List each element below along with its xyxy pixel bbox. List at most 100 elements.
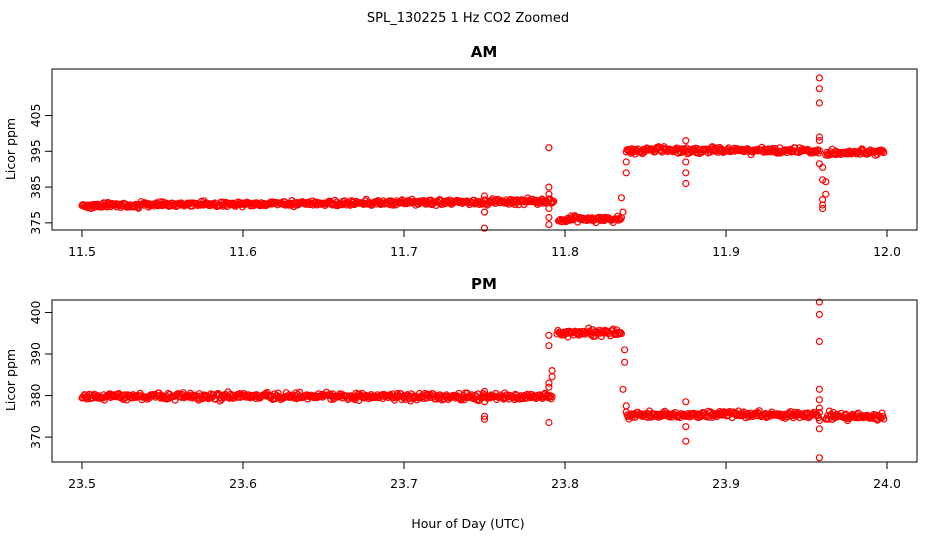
pm-data-point (480, 412, 489, 420)
am-data-point (480, 208, 489, 216)
pm-x-tick-label: 23.9 (712, 476, 740, 491)
am-data-point (682, 137, 690, 145)
am-y-tick-label: 405 (28, 104, 43, 128)
pm-data-point (880, 415, 888, 423)
am-data-point (815, 137, 824, 145)
pm-data-point (682, 398, 690, 406)
pm-data-point (815, 310, 824, 319)
am-data-point (617, 194, 626, 202)
pm-data-point (773, 410, 781, 418)
pm-data-point (815, 396, 824, 404)
am-data-point (622, 169, 630, 177)
am-x-tick-label: 11.5 (68, 244, 96, 259)
am-data-point (880, 149, 888, 157)
pm-panel: PM Licor ppm 23.5 23.6 23.7 23.8 23.9 24.0 370… (3, 275, 918, 491)
am-data-point (818, 196, 827, 204)
am-data-point (545, 221, 553, 229)
pm-data-point (234, 393, 242, 401)
am-y-tick-label: 395 (28, 139, 43, 163)
pm-data-point (545, 383, 553, 391)
am-data-point (545, 196, 553, 204)
am-x-tick-label: 11.9 (712, 244, 740, 259)
am-data-point (818, 163, 827, 171)
am-x-tick-label: 11.6 (229, 244, 257, 259)
pm-data-point (480, 398, 489, 406)
pm-data-point (815, 385, 824, 393)
pm-data-point (682, 412, 690, 420)
am-panel: AM Licor ppm 11.5 11.6 11.7 11.8 11.9 12.0 375… (3, 43, 918, 259)
pm-data-point (682, 423, 690, 431)
am-y-tick-label: 385 (28, 175, 43, 199)
pm-data-point (545, 331, 553, 339)
pm-x-tick-label: 23.7 (390, 476, 418, 491)
pm-data-point (815, 408, 824, 417)
pm-data-point (548, 373, 556, 381)
am-data-point (545, 144, 553, 152)
pm-data-point (545, 393, 554, 401)
pm-y-tick-label: 370 (28, 425, 43, 449)
am-data-point (682, 179, 690, 188)
am-data-point (818, 201, 827, 209)
am-panel-title: AM (471, 43, 498, 61)
pm-data-point (480, 387, 489, 395)
pm-data-point (849, 412, 857, 420)
pm-data-point (815, 298, 824, 306)
am-data-point (619, 208, 627, 216)
pm-data-point (617, 330, 626, 338)
pm-x-tick-label: 23.8 (551, 476, 579, 491)
pm-data-point (545, 379, 553, 387)
am-data-point (622, 158, 630, 166)
pm-data-point (545, 418, 553, 427)
pm-x-tick-label: 23.6 (229, 476, 257, 491)
am-data-point (815, 146, 824, 155)
pm-data-point (616, 329, 625, 337)
pm-y-tick-label: 400 (28, 300, 43, 324)
pm-data-points (78, 298, 888, 462)
pm-data-point (548, 393, 556, 401)
am-data-point (682, 158, 690, 166)
am-data-point (822, 190, 830, 198)
pm-x-tick-label: 24.0 (873, 476, 901, 491)
pm-data-point (815, 404, 824, 412)
am-data-points (78, 74, 888, 232)
am-data-point (822, 178, 830, 186)
pm-data-point (545, 342, 553, 350)
pm-x-tick-label: 23.5 (68, 476, 96, 491)
pm-data-point (620, 346, 629, 354)
x-axis-label: Hour of Day (UTC) (411, 516, 524, 531)
am-plot-frame (51, 68, 918, 231)
pm-data-point (620, 358, 629, 366)
pm-y-axis-label: Licor ppm (3, 349, 18, 411)
am-y-axis-label: Licor ppm (3, 118, 18, 180)
pm-data-point (404, 391, 412, 399)
am-data-point (815, 85, 824, 93)
pm-panel-title: PM (471, 275, 497, 293)
am-x-tick-label: 11.8 (551, 244, 579, 259)
am-data-point (453, 196, 461, 204)
pm-data-point (815, 425, 824, 433)
pm-y-tick-label: 380 (28, 384, 43, 408)
pm-data-point (619, 385, 627, 393)
pm-data-point (815, 416, 824, 425)
am-data-point (101, 199, 109, 207)
am-data-point (480, 192, 489, 200)
am-y-tick-label: 375 (28, 211, 43, 235)
am-data-point (815, 74, 824, 82)
pm-axis-ticks: 23.5 23.6 23.7 23.8 23.9 24.0 370 380 390 400 (28, 300, 901, 491)
am-data-point (550, 197, 558, 205)
am-x-tick-label: 11.7 (390, 244, 418, 259)
am-data-point (545, 213, 553, 222)
pm-data-point (815, 337, 824, 346)
am-data-point (818, 204, 827, 213)
pm-data-point (682, 437, 690, 445)
am-data-point (545, 183, 553, 191)
am-data-point (682, 169, 690, 177)
am-data-point (815, 133, 824, 141)
am-data-point (815, 99, 824, 107)
pm-plot-frame (51, 299, 918, 463)
pm-data-point (450, 392, 458, 400)
pm-data-point (480, 415, 489, 423)
am-data-point (480, 224, 489, 232)
